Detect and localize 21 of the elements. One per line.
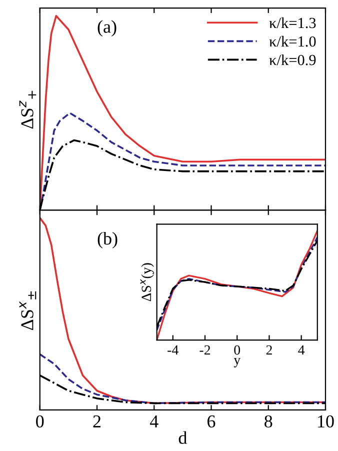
x-tick-label: 10 xyxy=(318,415,334,428)
x-axis-title: y xyxy=(234,358,241,368)
y-axis-title: ΔS$^{x}$(y) xyxy=(140,263,154,302)
x-tick-label: 0 xyxy=(36,415,44,428)
x-tick-label: 8 xyxy=(264,415,272,428)
legend-label: κ/k=0.9 xyxy=(269,54,316,66)
legend-label: κ/k=1.3 xyxy=(269,17,316,28)
x-tick-label: -4 xyxy=(168,345,178,355)
x-tick-label: 2 xyxy=(266,345,272,355)
y-axis-title: ΔS$^{z}$$_{+}$ xyxy=(19,90,36,129)
x-tick-label: 2 xyxy=(93,415,101,428)
x-tick-label: 6 xyxy=(208,415,216,428)
x-tick-label: 4 xyxy=(150,415,158,428)
x-tick-label: -2 xyxy=(200,345,210,355)
legend-label: κ/k=1.0 xyxy=(269,36,316,47)
x-tick-label: 4 xyxy=(298,345,305,355)
x-tick-label: 0 xyxy=(234,345,240,355)
annotation: (a) xyxy=(98,20,116,37)
annotation: (b) xyxy=(98,232,118,248)
x-axis-title: d xyxy=(178,431,187,444)
y-axis-title: ΔS$^{x}$$_{±}$ xyxy=(19,291,36,330)
